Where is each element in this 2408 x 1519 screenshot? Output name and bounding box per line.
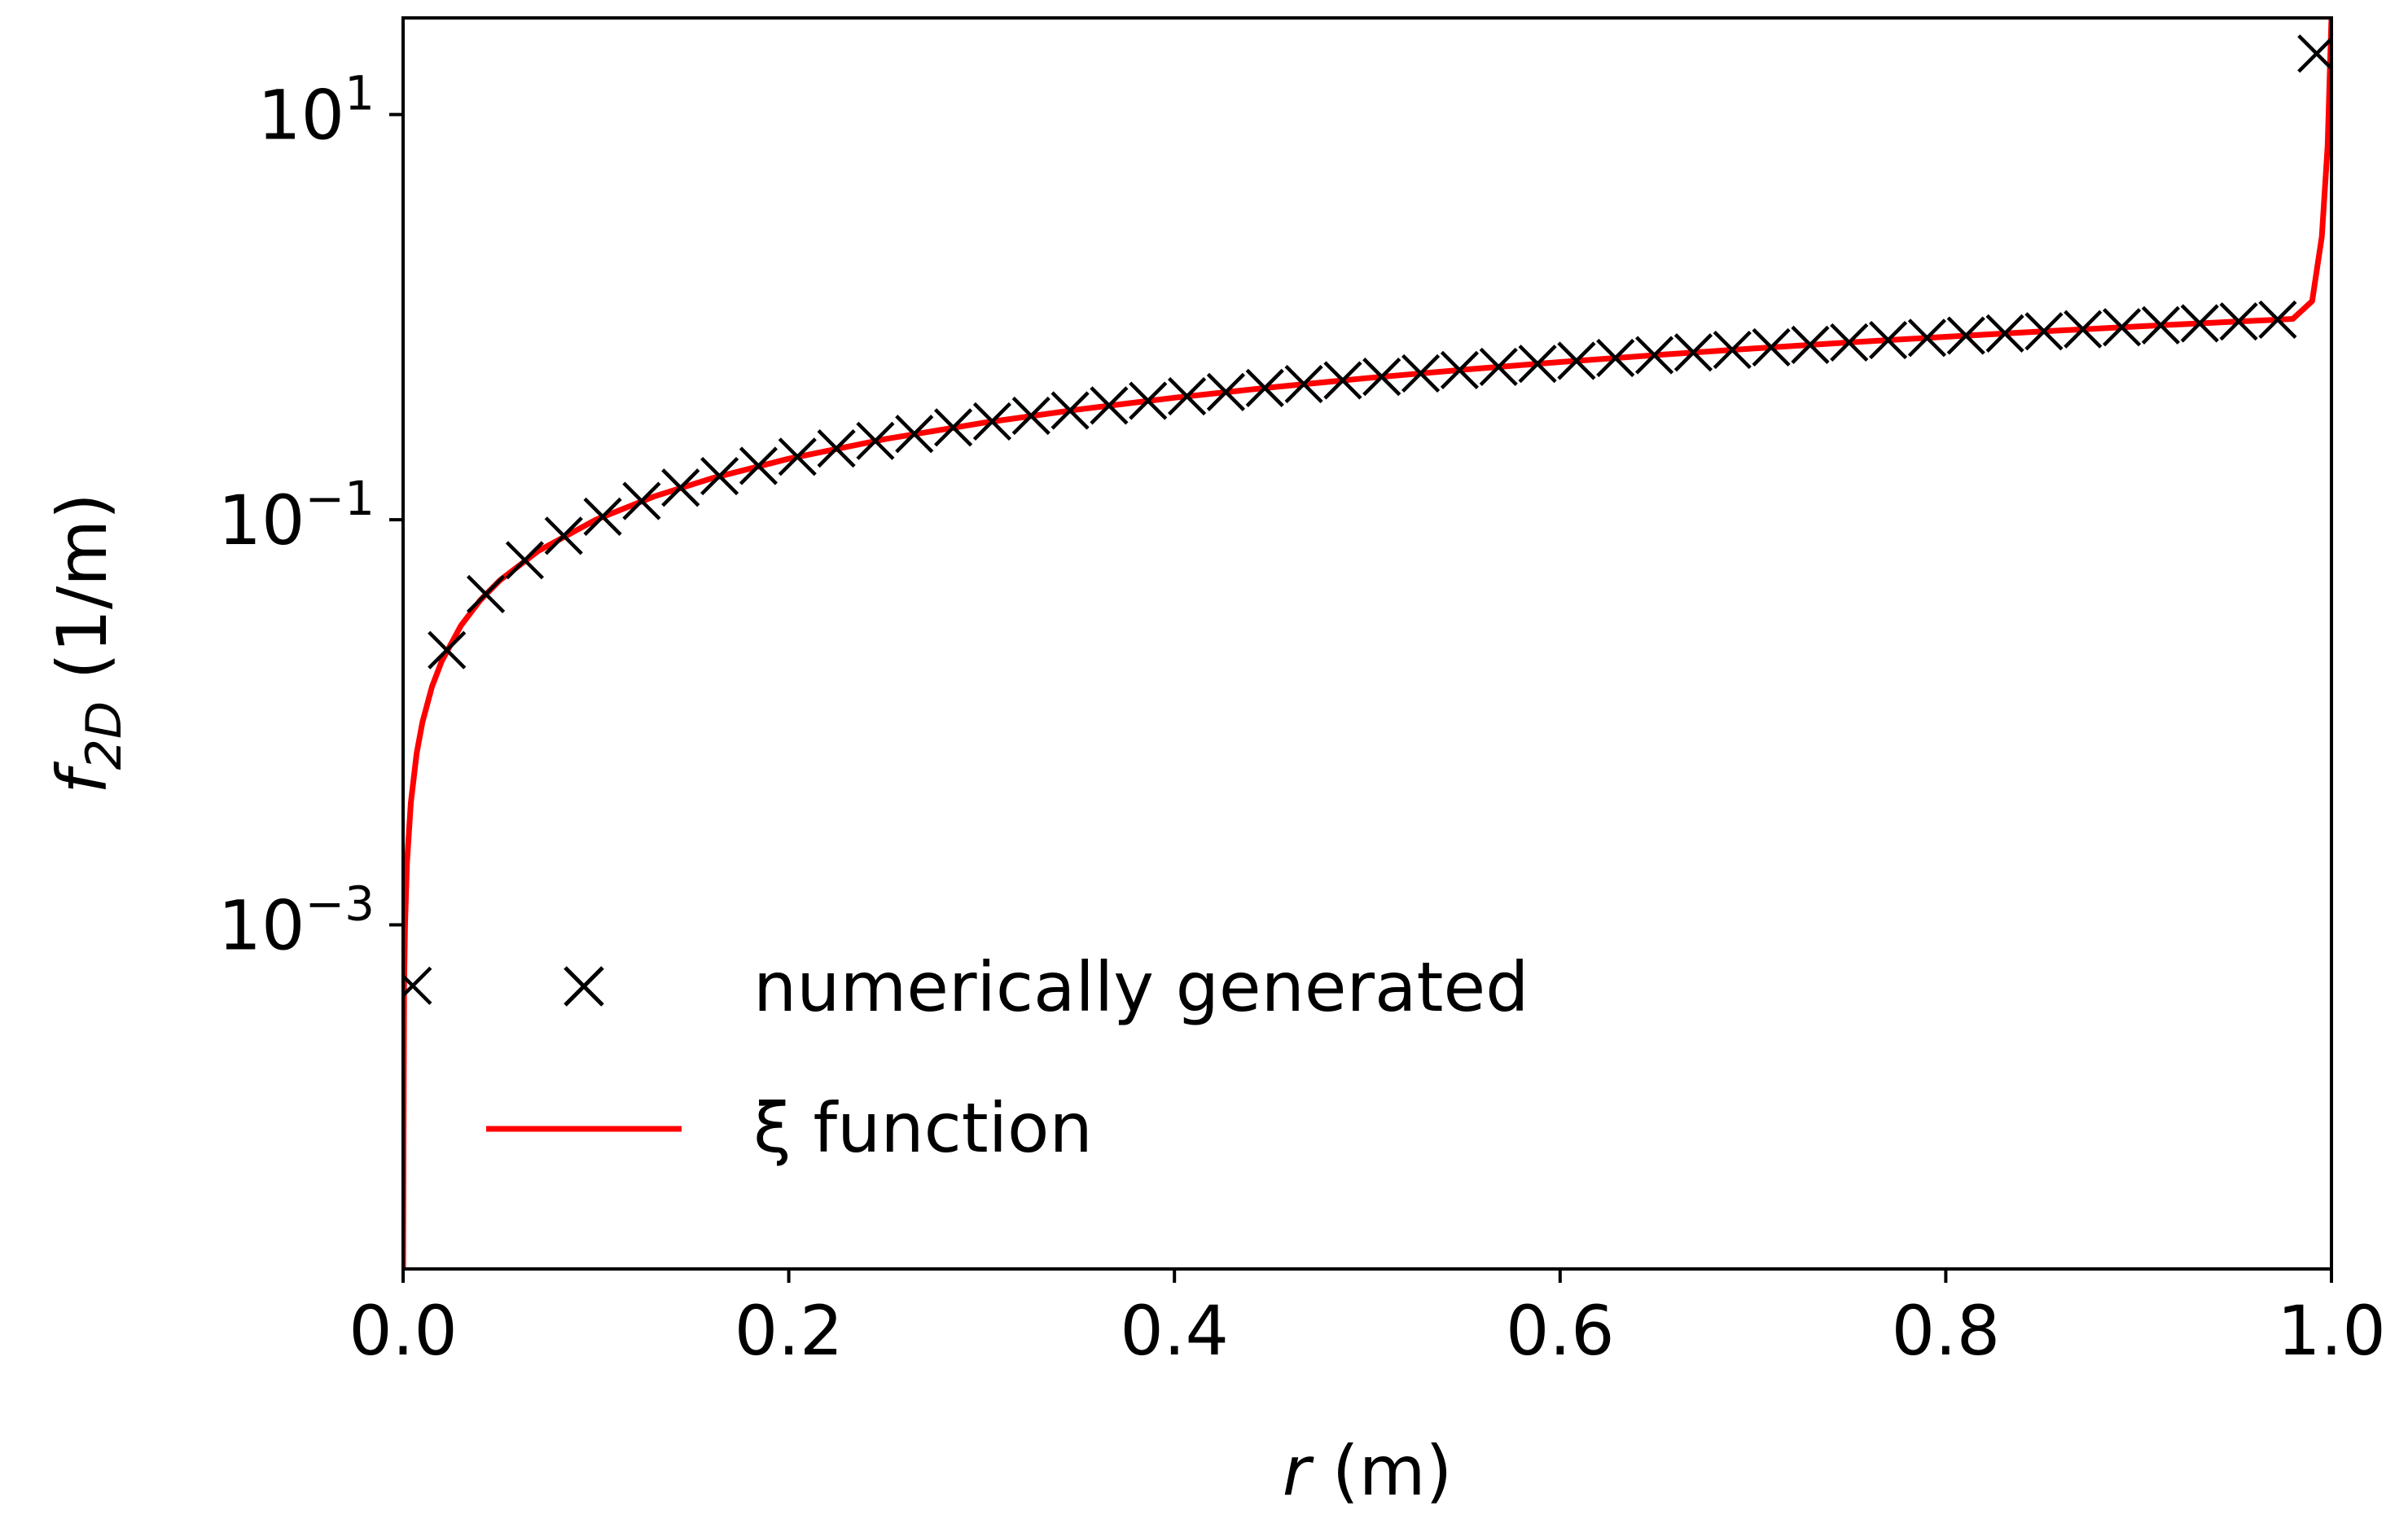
data-point-marker xyxy=(661,468,700,507)
x-tick-label: 0.0 xyxy=(349,1291,458,1371)
data-point-marker xyxy=(778,437,817,476)
data-point-marker xyxy=(1830,323,1869,362)
data-point-marker xyxy=(817,429,856,468)
x-axis-label-unit: (m) xyxy=(1310,1431,1452,1511)
legend: numerically generated ξ function xyxy=(486,947,1529,1168)
x-tick-label: 0.4 xyxy=(1120,1291,1229,1371)
data-point-marker xyxy=(1129,381,1168,420)
data-point-marker xyxy=(1011,396,1050,436)
data-point-marker xyxy=(1713,330,1752,370)
data-point-marker xyxy=(1557,341,1596,380)
xi-function-line xyxy=(403,18,2331,1269)
legend-marker-x xyxy=(564,966,604,1007)
plot-frame xyxy=(401,16,2333,1271)
y-tick-exponent: −1 xyxy=(305,471,375,526)
x-tick-label: 0.8 xyxy=(1892,1291,2001,1371)
data-point-marker xyxy=(428,630,467,670)
data-point-marker xyxy=(739,446,779,485)
data-point-marker xyxy=(2024,312,2064,351)
data-point-marker xyxy=(1907,318,1947,358)
data-point-marker xyxy=(1090,386,1129,425)
legend-label-xi: ξ function xyxy=(753,1088,1093,1168)
data-point-marker xyxy=(403,966,432,1005)
data-point-marker xyxy=(2064,310,2103,349)
data-point-marker xyxy=(1946,316,1985,355)
y-tick-label: 10−1 xyxy=(218,471,375,560)
y-tick-base: 10 xyxy=(218,481,305,560)
series-layer xyxy=(403,18,2331,1269)
data-point-marker xyxy=(2180,304,2219,343)
data-point-marker xyxy=(2297,34,2331,73)
data-point-marker xyxy=(1284,364,1323,404)
data-point-marker xyxy=(466,574,506,614)
data-point-marker xyxy=(1168,376,1207,416)
data-point-marker xyxy=(2219,302,2258,341)
data-point-marker xyxy=(933,408,973,447)
data-point-marker xyxy=(1752,327,1791,367)
data-point-marker xyxy=(1673,333,1713,372)
x-tick-label: 1.0 xyxy=(2277,1291,2386,1371)
data-point-marker xyxy=(1323,361,1362,400)
x-axis-ticks: 0.0 0.2 0.4 0.6 0.8 1.0 xyxy=(349,1269,2386,1371)
y-axis-label: f2D (1/m) xyxy=(42,493,133,794)
data-point-marker xyxy=(1635,336,1674,375)
data-point-marker xyxy=(1245,368,1284,407)
data-point-marker xyxy=(2103,308,2142,347)
data-point-marker xyxy=(622,481,661,520)
data-point-marker xyxy=(1518,345,1557,384)
data-point-marker xyxy=(1206,372,1246,411)
x-tick-label: 0.6 xyxy=(1506,1291,1615,1371)
data-point-marker xyxy=(1985,314,2024,353)
y-tick-exponent: −3 xyxy=(305,876,375,931)
y-axis-label-subscript: 2D xyxy=(76,701,133,770)
x-tick-label: 0.2 xyxy=(735,1291,844,1371)
y-tick-base: 10 xyxy=(257,76,344,156)
data-point-marker xyxy=(700,456,739,496)
data-point-marker xyxy=(1362,358,1401,397)
data-point-marker xyxy=(1596,338,1635,378)
x-axis-label-variable: r xyxy=(1283,1431,1314,1511)
y-tick-label: 101 xyxy=(257,66,375,156)
y-tick-exponent: 1 xyxy=(344,66,375,121)
y-tick-base: 10 xyxy=(218,885,305,965)
data-point-marker xyxy=(1050,391,1090,430)
data-point-marker xyxy=(2141,305,2181,345)
data-point-marker xyxy=(1401,353,1441,393)
data-point-marker xyxy=(972,402,1012,441)
x-axis-label: r (m) xyxy=(1283,1431,1453,1511)
data-point-marker xyxy=(2258,300,2297,340)
y-axis-label-unit: (1/m) xyxy=(42,493,122,701)
data-point-marker xyxy=(1869,320,1908,360)
data-point-marker xyxy=(544,516,583,555)
data-point-marker xyxy=(856,421,895,460)
data-point-marker xyxy=(1479,347,1518,387)
data-point-marker xyxy=(583,497,622,536)
data-point-marker xyxy=(895,415,934,454)
y-tick-label: 10−3 xyxy=(218,876,375,965)
legend-label-numerical: numerically generated xyxy=(753,947,1529,1027)
data-point-marker xyxy=(505,541,545,580)
data-point-marker xyxy=(1440,350,1480,389)
data-point-marker xyxy=(1791,325,1830,364)
